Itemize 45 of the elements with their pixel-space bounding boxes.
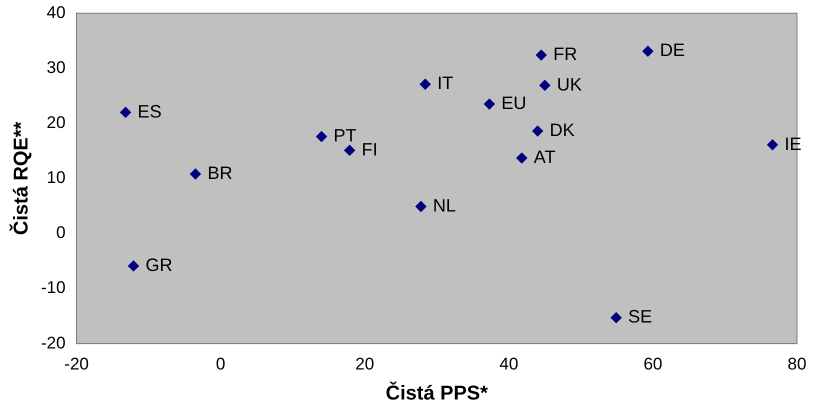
x-tick-label: 0 (216, 354, 226, 374)
point (610, 312, 622, 324)
y-tick-label: 40 (46, 2, 66, 22)
point (128, 260, 139, 272)
point (120, 106, 132, 118)
annotation: EU (501, 93, 526, 114)
annotation: NL (432, 195, 456, 216)
point (344, 144, 356, 156)
y-tick-label: 20 (46, 113, 66, 132)
y-tick-label: 10 (46, 168, 66, 188)
y-tick-label: -10 (40, 278, 66, 298)
point (516, 152, 528, 164)
point (536, 50, 547, 61)
annotation: BR (207, 162, 232, 183)
annotation: FI (362, 139, 378, 160)
annotation: IT (437, 73, 454, 94)
annotation: ES (138, 101, 162, 122)
point (415, 200, 426, 212)
y-tick-label: -20 (40, 333, 66, 352)
point (420, 78, 431, 90)
annotation: DE (660, 40, 685, 60)
y-tick-label: 0 (56, 223, 66, 242)
annotation: UK (556, 74, 582, 94)
y-tick-label: 30 (46, 58, 66, 77)
annotation: DK (550, 120, 575, 140)
x-tick-label: 80 (788, 354, 806, 374)
annotation: FR (553, 44, 578, 64)
point (484, 98, 495, 110)
annotation: AT (534, 146, 556, 167)
point (767, 139, 778, 150)
annotation: GR (145, 254, 172, 275)
x-tick-label: -20 (64, 354, 89, 374)
point (316, 131, 328, 142)
annotation: PT (334, 126, 357, 146)
annotation: IE (784, 134, 802, 154)
point (642, 46, 654, 57)
point (532, 126, 544, 137)
x-tick-label: 40 (499, 354, 518, 374)
point (190, 168, 201, 180)
x-axis-title: Čistá PPS* (386, 382, 488, 405)
x-tick-label: 20 (355, 354, 374, 374)
annotation: SE (628, 306, 652, 327)
y-axis-title: Čistá RQE** (10, 122, 33, 236)
point (539, 80, 550, 91)
x-tick-label: 60 (643, 354, 662, 374)
